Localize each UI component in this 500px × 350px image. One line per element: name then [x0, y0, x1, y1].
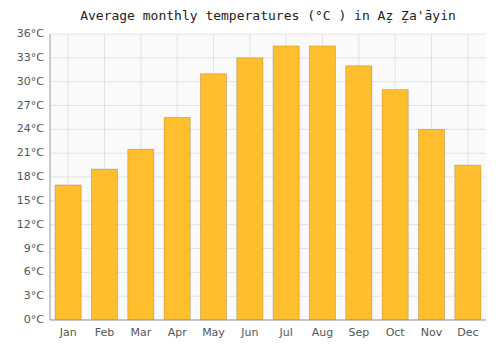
bar [309, 46, 335, 320]
tick-label: 6°C [24, 265, 44, 278]
tick-label: 36°C [17, 27, 44, 40]
bar [164, 117, 190, 320]
tick-label: May [202, 326, 225, 339]
x-axis-line [50, 320, 486, 321]
title: Average monthly temperatures (°C ) in Az… [80, 8, 456, 23]
tick-label: Sep [348, 326, 369, 339]
tick-label: Oct [386, 326, 406, 339]
tick-label: Jun [240, 326, 258, 339]
tick-label: 3°C [24, 289, 44, 302]
tick-label: 9°C [24, 242, 44, 255]
grid-line [50, 57, 486, 58]
tick-label: Feb [95, 326, 114, 339]
plot-area [50, 34, 486, 320]
tick-label: 0°C [24, 313, 44, 326]
grid [50, 34, 486, 320]
bar [91, 169, 117, 320]
bar [382, 90, 408, 320]
tick-label: 15°C [17, 194, 44, 207]
tick-label: Jul [279, 326, 293, 339]
tick-label: 18°C [17, 170, 44, 183]
bar [346, 66, 372, 320]
tick-label: Dec [457, 326, 478, 339]
tick-label: 27°C [17, 99, 44, 112]
bar [418, 129, 444, 320]
tick-label: 21°C [17, 146, 44, 159]
tick-label: Aug [312, 326, 333, 339]
tick-label: Mar [130, 326, 151, 339]
tick-label: Apr [168, 326, 188, 339]
tick-label: Jan [59, 326, 77, 339]
bar [273, 46, 299, 320]
tick-label: 33°C [17, 51, 44, 64]
bar [128, 149, 154, 320]
chart: 0°C 3°C 6°C 9°C 12°C 15°C 18°C 21°C 24°C 27°C 30°C… [0, 0, 500, 350]
tick-label: 30°C [17, 75, 44, 88]
bar [237, 58, 263, 320]
axes: 0°C 3°C 6°C 9°C 12°C 15°C 18°C 21°C 24°C 27°C 30°C… [17, 27, 479, 339]
tick-label: 12°C [17, 218, 44, 231]
grid-line [50, 34, 486, 35]
bar [200, 74, 226, 320]
bar [55, 185, 81, 320]
grid-line [50, 320, 486, 321]
grid-line [50, 105, 486, 106]
tick-label: Nov [421, 326, 443, 339]
bars [55, 46, 481, 320]
tick-label: 24°C [17, 122, 44, 135]
bar [455, 165, 481, 320]
y-axis-line [50, 34, 51, 320]
grid-line [50, 81, 486, 82]
